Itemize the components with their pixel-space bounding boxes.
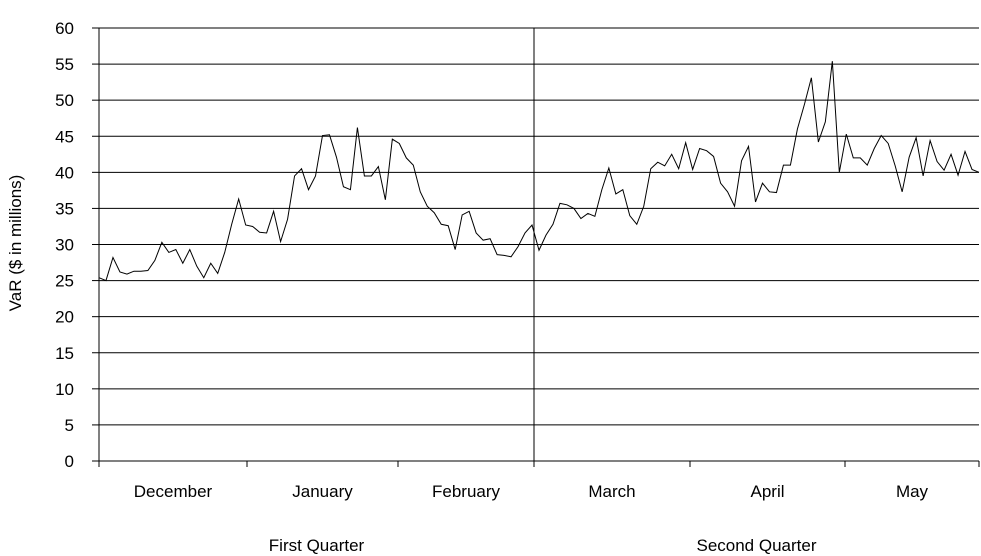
y-tick-label-0: 0 [65,452,74,471]
x-tick-label-january: January [292,482,353,501]
x-tick-labels: December January February March April May Firs… [134,482,929,555]
series-line-0 [98,61,980,282]
x-tick-label-february: February [432,482,501,501]
x-tick-label-may: May [896,482,929,501]
y-tick-label-20: 20 [55,308,74,327]
y-tick-label-25: 25 [55,272,74,291]
x-tick-label-april: April [750,482,784,501]
x-tick-label-december: December [134,482,213,501]
quarter-label-1: First Quarter [269,536,365,555]
series-group [98,61,980,282]
axes [92,27,980,467]
y-tick-label-40: 40 [55,163,74,182]
y-tick-label-35: 35 [55,199,74,218]
y-tick-labels: 0 5 10 15 20 25 30 35 40 45 50 55 60 [55,19,74,471]
y-tick-label-10: 10 [55,380,74,399]
y-tick-label-60: 60 [55,19,74,38]
y-tick-label-55: 55 [55,55,74,74]
y-tick-label-30: 30 [55,236,74,255]
y-tick-label-15: 15 [55,344,74,363]
gridlines [99,27,979,426]
quarter-label-2: Second Quarter [696,536,816,555]
y-tick-label-5: 5 [65,416,74,435]
y-tick-label-50: 50 [55,91,74,110]
x-tick-label-march: March [588,482,635,501]
y-tick-label-45: 45 [55,127,74,146]
y-axis-label: VaR ($ in millions) [6,175,25,312]
